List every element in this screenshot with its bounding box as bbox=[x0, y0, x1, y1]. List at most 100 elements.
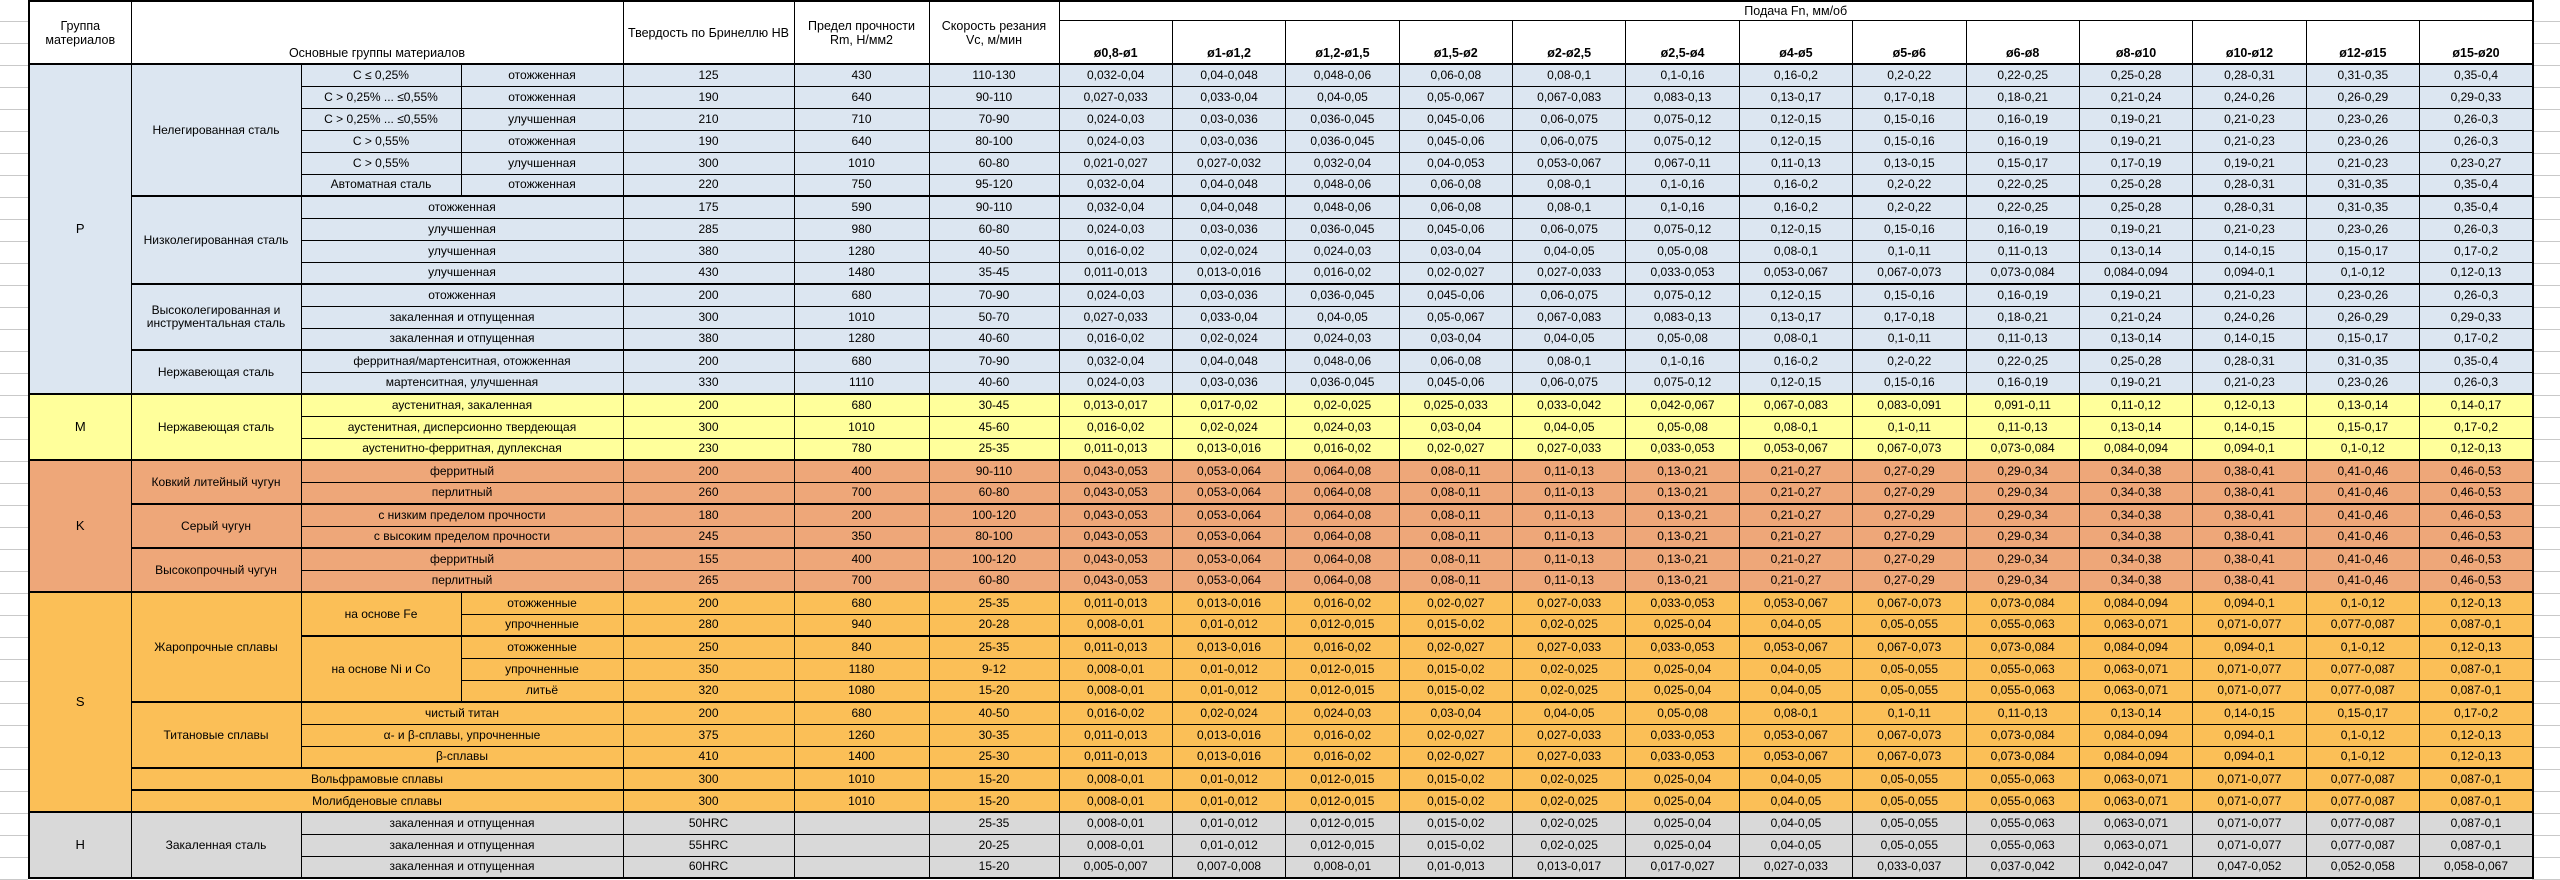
feed-cell[interactable]: 0,055-0,063 bbox=[1965, 767, 2080, 791]
feed-cell[interactable]: 0,1-0,11 bbox=[1852, 415, 1967, 439]
hardness-cell[interactable]: 220 bbox=[622, 173, 795, 197]
feed-cell[interactable]: 0,071-0,077 bbox=[2192, 833, 2307, 857]
hardness-cell[interactable]: 250 bbox=[622, 635, 795, 659]
feed-cell[interactable]: 0,16-0,19 bbox=[1965, 107, 2080, 131]
diameter-column-header[interactable]: ø1,2-ø1,5 bbox=[1285, 19, 1400, 65]
feed-cell[interactable]: 0,04-0,05 bbox=[1285, 85, 1400, 109]
feed-cell[interactable]: 0,036-0,045 bbox=[1285, 371, 1400, 395]
speed-column-header[interactable]: Скорость резания Vc, м/мин bbox=[928, 0, 1060, 65]
feed-cell[interactable]: 0,033-0,053 bbox=[1625, 261, 1740, 285]
feed-cell[interactable]: 0,033-0,04 bbox=[1171, 305, 1287, 329]
feed-cell[interactable]: 0,29-0,34 bbox=[1965, 503, 2080, 527]
speed-cell[interactable]: 70-90 bbox=[928, 107, 1060, 131]
hardness-cell[interactable]: 190 bbox=[622, 129, 795, 153]
speed-cell[interactable]: 95-120 bbox=[928, 173, 1060, 197]
strength-cell[interactable]: 200 bbox=[793, 503, 930, 527]
material-label-cell[interactable]: чистый титан bbox=[300, 701, 624, 725]
strength-cell[interactable]: 940 bbox=[793, 613, 930, 637]
feed-cell[interactable]: 0,027-0,033 bbox=[1058, 305, 1173, 329]
material-label-cell[interactable]: на основе Fe bbox=[300, 591, 462, 637]
feed-cell[interactable]: 0,46-0,53 bbox=[2418, 459, 2534, 483]
feed-cell[interactable]: 0,15-0,17 bbox=[1965, 151, 2080, 175]
strength-cell[interactable]: 1260 bbox=[793, 723, 930, 747]
feed-cell[interactable]: 0,053-0,067 bbox=[1511, 151, 1627, 175]
material-label-cell[interactable]: улучшенная bbox=[300, 239, 624, 263]
feed-cell[interactable]: 0,073-0,084 bbox=[1965, 745, 2080, 769]
feed-cell[interactable]: 0,05-0,055 bbox=[1852, 613, 1967, 637]
feed-cell[interactable]: 0,053-0,067 bbox=[1738, 635, 1854, 659]
speed-cell[interactable]: 70-90 bbox=[928, 349, 1060, 373]
feed-cell[interactable]: 0,033-0,053 bbox=[1625, 723, 1740, 747]
strength-cell[interactable]: 980 bbox=[793, 217, 930, 241]
feed-cell[interactable]: 0,094-0,1 bbox=[2192, 437, 2307, 461]
feed-cell[interactable]: 0,34-0,38 bbox=[2078, 503, 2194, 527]
feed-cell[interactable]: 0,016-0,02 bbox=[1058, 327, 1173, 351]
feed-cell[interactable]: 0,41-0,46 bbox=[2305, 481, 2421, 505]
hardness-cell[interactable]: 230 bbox=[622, 437, 795, 461]
feed-cell[interactable]: 0,46-0,53 bbox=[2418, 481, 2534, 505]
material-label-cell[interactable]: литьё bbox=[460, 679, 624, 703]
feed-cell[interactable]: 0,04-0,05 bbox=[1738, 767, 1854, 791]
material-label-cell[interactable]: упрочненные bbox=[460, 657, 624, 681]
feed-cell[interactable]: 0,19-0,21 bbox=[2078, 371, 2194, 395]
feed-cell[interactable]: 0,045-0,06 bbox=[1398, 107, 1514, 131]
strength-cell[interactable]: 1110 bbox=[793, 371, 930, 395]
feed-cell[interactable]: 0,17-0,18 bbox=[1852, 305, 1967, 329]
material-label-cell[interactable]: закаленная и отпущенная bbox=[300, 305, 624, 329]
strength-cell[interactable]: 640 bbox=[793, 129, 930, 153]
feed-cell[interactable]: 0,032-0,04 bbox=[1058, 349, 1173, 373]
feed-cell[interactable]: 0,02-0,025 bbox=[1511, 789, 1627, 813]
feed-cell[interactable]: 0,094-0,1 bbox=[2192, 635, 2307, 659]
feed-cell[interactable]: 0,055-0,063 bbox=[1965, 679, 2080, 703]
feed-cell[interactable]: 0,075-0,12 bbox=[1625, 107, 1740, 131]
feed-cell[interactable]: 0,012-0,015 bbox=[1285, 789, 1400, 813]
feed-cell[interactable]: 0,094-0,1 bbox=[2192, 723, 2307, 747]
feed-cell[interactable]: 0,27-0,29 bbox=[1852, 569, 1967, 593]
strength-cell[interactable]: 400 bbox=[793, 547, 930, 571]
feed-cell[interactable]: 0,036-0,045 bbox=[1285, 217, 1400, 241]
feed-cell[interactable]: 0,15-0,17 bbox=[2305, 239, 2421, 263]
feed-cell[interactable]: 0,012-0,015 bbox=[1285, 679, 1400, 703]
hardness-cell[interactable]: 200 bbox=[622, 591, 795, 615]
feed-cell[interactable]: 0,043-0,053 bbox=[1058, 525, 1173, 549]
feed-cell[interactable]: 0,064-0,08 bbox=[1285, 525, 1400, 549]
strength-cell[interactable]: 640 bbox=[793, 85, 930, 109]
feed-cell[interactable]: 0,083-0,13 bbox=[1625, 305, 1740, 329]
feed-cell[interactable]: 0,055-0,063 bbox=[1965, 833, 2080, 857]
feed-cell[interactable]: 0,063-0,071 bbox=[2078, 767, 2194, 791]
feed-cell[interactable]: 0,1-0,16 bbox=[1625, 195, 1740, 219]
feed-cell[interactable]: 0,11-0,12 bbox=[2078, 393, 2194, 417]
feed-cell[interactable]: 0,012-0,015 bbox=[1285, 833, 1400, 857]
material-label-cell[interactable]: улучшенная bbox=[460, 151, 624, 175]
feed-cell[interactable]: 0,31-0,35 bbox=[2305, 173, 2421, 197]
feed-cell[interactable]: 0,35-0,4 bbox=[2418, 349, 2534, 373]
feed-cell[interactable]: 0,064-0,08 bbox=[1285, 547, 1400, 571]
feed-cell[interactable]: 0,064-0,08 bbox=[1285, 503, 1400, 527]
feed-cell[interactable]: 0,08-0,11 bbox=[1398, 503, 1514, 527]
feed-cell[interactable]: 0,013-0,016 bbox=[1171, 261, 1287, 285]
feed-cell[interactable]: 0,26-0,3 bbox=[2418, 371, 2534, 395]
feed-cell[interactable]: 0,04-0,05 bbox=[1511, 415, 1627, 439]
speed-cell[interactable]: 30-35 bbox=[928, 723, 1060, 747]
material-label-cell[interactable]: аустенитная, закаленная bbox=[300, 393, 624, 417]
feed-cell[interactable]: 0,024-0,03 bbox=[1058, 371, 1173, 395]
feed-cell[interactable]: 0,13-0,15 bbox=[1852, 151, 1967, 175]
hardness-cell[interactable]: 175 bbox=[622, 195, 795, 219]
feed-cell[interactable]: 0,01-0,012 bbox=[1171, 613, 1287, 637]
feed-cell[interactable]: 0,033-0,037 bbox=[1852, 855, 1967, 879]
feed-cell[interactable]: 0,055-0,063 bbox=[1965, 657, 2080, 681]
feed-cell[interactable]: 0,011-0,013 bbox=[1058, 723, 1173, 747]
feed-cell[interactable]: 0,26-0,3 bbox=[2418, 107, 2534, 131]
feed-cell[interactable]: 0,19-0,21 bbox=[2078, 217, 2194, 241]
feed-cell[interactable]: 0,048-0,06 bbox=[1285, 195, 1400, 219]
speed-cell[interactable]: 100-120 bbox=[928, 547, 1060, 571]
feed-cell[interactable]: 0,04-0,05 bbox=[1738, 789, 1854, 813]
feed-cell[interactable]: 0,077-0,087 bbox=[2305, 811, 2421, 835]
feed-cell[interactable]: 0,11-0,13 bbox=[1511, 503, 1627, 527]
feed-cell[interactable]: 0,06-0,08 bbox=[1398, 173, 1514, 197]
diameter-column-header[interactable]: ø5-ø6 bbox=[1852, 19, 1967, 65]
feed-cell[interactable]: 0,063-0,071 bbox=[2078, 679, 2194, 703]
feed-cell[interactable]: 0,23-0,27 bbox=[2418, 151, 2534, 175]
feed-cell[interactable]: 0,13-0,21 bbox=[1625, 547, 1740, 571]
feed-cell[interactable]: 0,027-0,033 bbox=[1511, 437, 1627, 461]
